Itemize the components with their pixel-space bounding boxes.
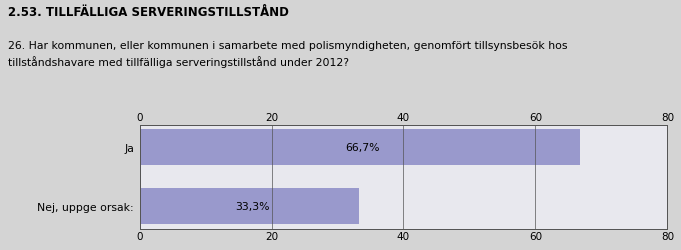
- Text: 33,3%: 33,3%: [236, 201, 270, 211]
- Bar: [140, 189, 360, 224]
- Bar: [140, 130, 580, 165]
- Text: 26. Har kommunen, eller kommunen i samarbete med polismyndigheten, genomfört til: 26. Har kommunen, eller kommunen i samar…: [8, 41, 568, 68]
- Text: 66,7%: 66,7%: [346, 142, 380, 152]
- Text: 2.53. TILLFÄLLIGA SERVERINGSTILLSTÅND: 2.53. TILLFÄLLIGA SERVERINGSTILLSTÅND: [8, 6, 289, 19]
